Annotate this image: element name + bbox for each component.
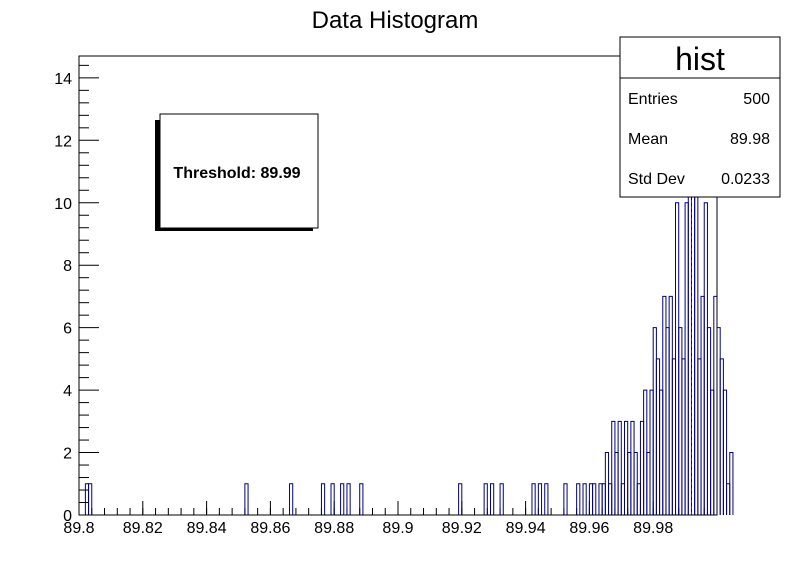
stats-name: hist: [675, 41, 725, 77]
y-tick-label: 4: [63, 383, 72, 400]
histogram-bin: [340, 483, 345, 515]
histogram-bin: [576, 483, 581, 515]
histogram-bars: [84, 108, 734, 515]
x-tick-label: 89.92: [442, 520, 482, 537]
x-tick-label: 89.8: [63, 520, 94, 537]
stats-entries-label: Entries: [628, 91, 678, 108]
chart-title: Data Histogram: [312, 7, 479, 34]
threshold-annotation: Threshold: 89.99: [155, 113, 319, 231]
stats-mean-label: Mean: [628, 131, 668, 148]
x-tick-label: 89.98: [633, 520, 673, 537]
histogram-bin: [729, 452, 734, 515]
histogram-bin: [531, 483, 536, 515]
histogram-bin: [617, 420, 622, 515]
x-tick-label: 89.94: [506, 520, 546, 537]
x-tick-label: 89.88: [314, 520, 354, 537]
histogram-bin: [320, 483, 326, 515]
stats-box: hist Entries 500 Mean 89.98 Std Dev 0.02…: [619, 36, 781, 198]
y-tick-label: 0: [63, 508, 72, 525]
x-tick-label: 89.84: [187, 520, 227, 537]
y-tick-label: 6: [63, 321, 72, 338]
histogram-bin: [563, 483, 568, 515]
x-tick-label: 89.9: [382, 520, 413, 537]
histogram-bin: [483, 483, 488, 515]
histogram-bin: [582, 483, 587, 515]
y-tick-label: 10: [54, 196, 72, 213]
stats-box-frame: [619, 36, 781, 198]
stats-entries-value: 500: [743, 91, 770, 108]
histogram-bin: [592, 483, 597, 515]
stats-stddev-label: Std Dev: [628, 171, 685, 188]
histogram-bin: [244, 483, 249, 515]
stats-stddev-value: 0.0233: [721, 171, 770, 188]
y-tick-label: 8: [63, 258, 72, 275]
y-tick-label: 2: [63, 446, 72, 463]
histogram-bin: [346, 483, 351, 515]
x-tick-label: 89.82: [123, 520, 163, 537]
x-tick-label: 89.96: [569, 520, 609, 537]
plot-frame: [78, 55, 718, 516]
y-tick-label: 14: [54, 71, 72, 88]
histogram-bin: [544, 483, 549, 515]
histogram-bin: [88, 483, 93, 515]
annotation-box: [159, 113, 319, 229]
axes: 89.8 89.82 89.84 89.86 89.88 89.9 89.92 89.94 89…: [54, 64, 705, 537]
annotation-text: Threshold: 89.99: [173, 165, 300, 182]
histogram-bin: [722, 389, 728, 515]
histogram-bin: [330, 483, 335, 515]
histogram-bin: [458, 483, 463, 515]
x-tick-label: 89.86: [250, 520, 290, 537]
histogram-bin: [289, 483, 294, 515]
histogram-bin: [490, 483, 495, 515]
y-tick-label: 12: [54, 133, 72, 150]
histogram-bin: [537, 483, 543, 515]
stats-mean-value: 89.98: [730, 131, 770, 148]
histogram-bin: [499, 483, 504, 515]
histogram-bin: [359, 483, 364, 515]
